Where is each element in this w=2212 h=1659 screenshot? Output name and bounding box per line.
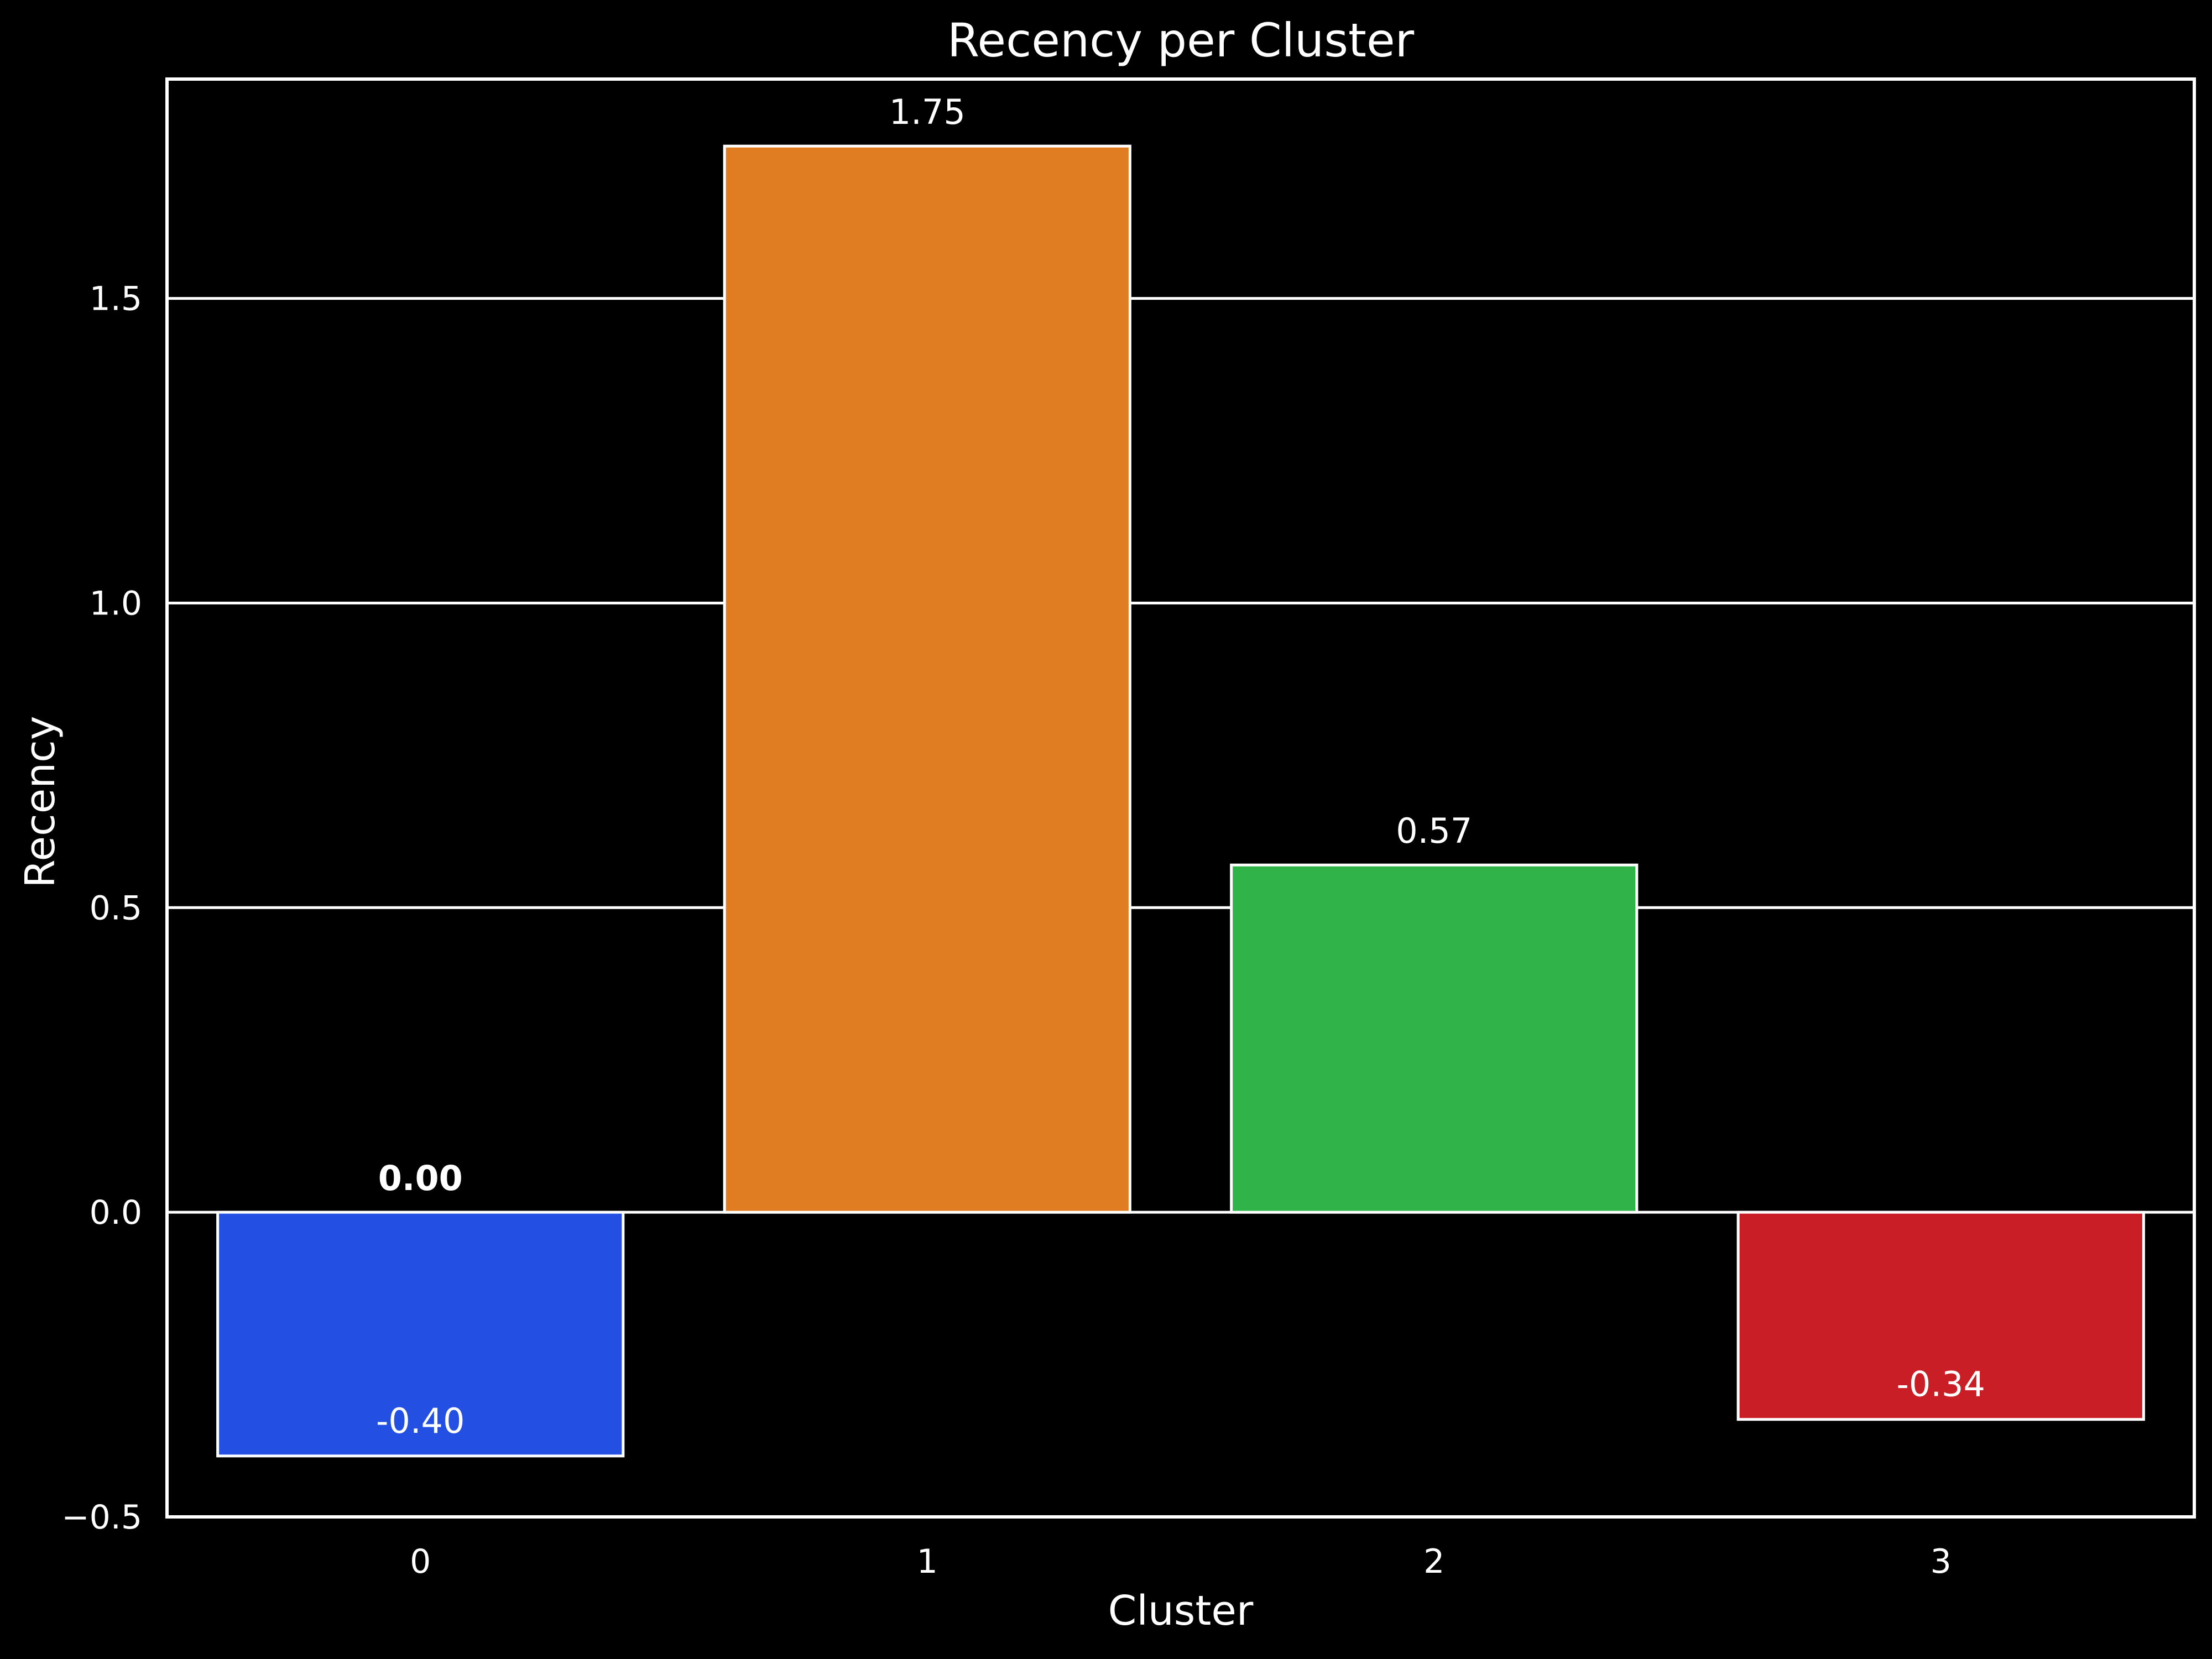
y-tick-label: 1.5 <box>90 280 142 319</box>
y-tick-label: 0.5 <box>90 889 142 927</box>
y-tick-label: 1.0 <box>90 584 142 623</box>
data-label: 0.57 <box>1396 811 1472 851</box>
bar-cluster-1 <box>723 144 1131 1214</box>
bars <box>216 144 2145 1458</box>
bar-cluster-0 <box>216 1211 625 1458</box>
y-ticks: −0.5 0.0 0.5 1.0 1.5 <box>61 280 142 1537</box>
x-axis-label: Cluster <box>1108 1587 1254 1635</box>
x-tick-label: 3 <box>1931 1542 1952 1581</box>
y-axis-label: Recency <box>17 716 64 888</box>
chart-title: Recency per Cluster <box>947 13 1415 67</box>
bar-cluster-3 <box>1736 1211 2145 1421</box>
plot-frame <box>165 77 2196 1519</box>
data-labels: -0.40 1.75 0.57 -0.34 0.00 <box>376 92 1985 1441</box>
y-tick-label: 0.0 <box>90 1193 142 1232</box>
data-label: -0.40 <box>376 1401 465 1441</box>
x-tick-label: 2 <box>1423 1542 1444 1581</box>
x-tick-label: 0 <box>410 1542 431 1581</box>
x-ticks: 0 1 2 3 <box>410 1542 1952 1581</box>
y-tick-label: −0.5 <box>61 1498 142 1537</box>
zero-data-label: 0.00 <box>378 1158 463 1198</box>
data-label: 1.75 <box>889 92 966 132</box>
bar-cluster-2 <box>1230 863 1639 1214</box>
data-label: -0.34 <box>1897 1364 1985 1405</box>
x-tick-label: 1 <box>917 1542 938 1581</box>
